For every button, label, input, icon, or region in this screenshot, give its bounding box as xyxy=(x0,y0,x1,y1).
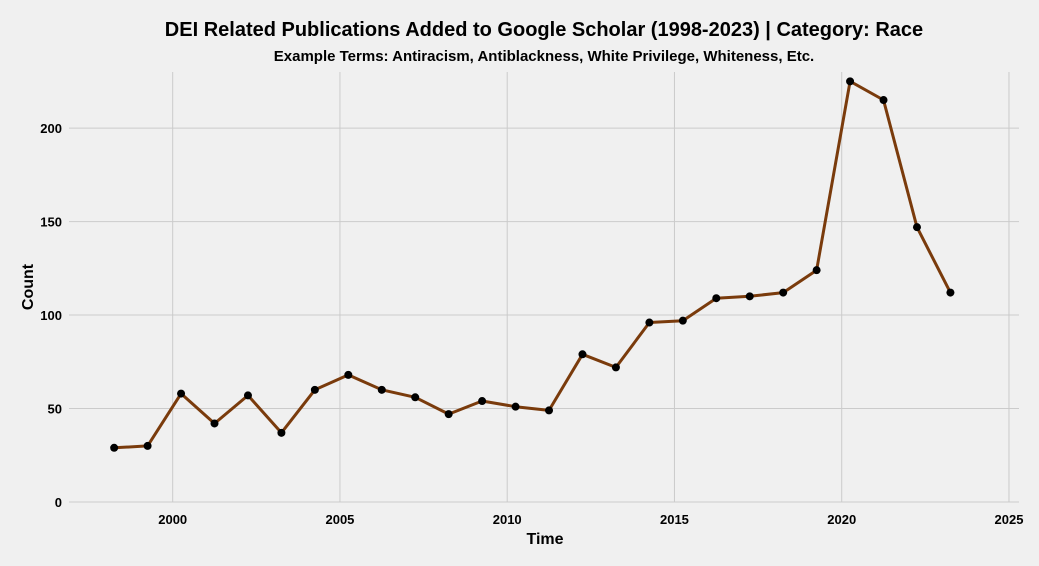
y-tick-label: 150 xyxy=(40,215,62,230)
y-axis-label: Count xyxy=(20,263,37,310)
data-point xyxy=(912,223,921,232)
series-line xyxy=(114,79,952,450)
data-point xyxy=(846,77,855,86)
x-tick-label: 2010 xyxy=(493,512,522,527)
data-point xyxy=(745,292,754,301)
data-point xyxy=(310,385,319,394)
data-point xyxy=(712,294,721,303)
x-tick-label: 2025 xyxy=(995,512,1024,527)
data-point xyxy=(879,96,888,105)
tick-labels: 0 50 100 150 200 2000 2005 2010 2015 2020 2025 xyxy=(40,121,1023,527)
data-point xyxy=(678,316,687,325)
y-tick-label: 50 xyxy=(48,402,62,417)
data-point xyxy=(110,443,119,452)
data-point xyxy=(478,397,487,406)
data-point xyxy=(511,402,520,411)
chart-subtitle: Example Terms: Antiracism, Antiblackness… xyxy=(274,48,814,65)
x-axis-label: Time xyxy=(526,531,563,548)
y-tick-label: 0 xyxy=(55,495,62,510)
data-point xyxy=(578,350,587,359)
data-point xyxy=(210,419,219,428)
y-tick-label: 100 xyxy=(40,308,62,323)
data-point xyxy=(645,318,654,327)
x-tick-label: 2015 xyxy=(660,512,689,527)
x-tick-label: 2020 xyxy=(827,512,856,527)
data-point xyxy=(243,391,252,400)
data-point xyxy=(377,385,386,394)
x-tick-label: 2000 xyxy=(158,512,187,527)
data-point xyxy=(143,441,152,450)
data-point xyxy=(812,266,821,275)
series-line-layer xyxy=(114,79,952,450)
data-point xyxy=(344,370,353,379)
data-point xyxy=(411,393,420,402)
chart-title: DEI Related Publications Added to Google… xyxy=(165,19,923,41)
data-points xyxy=(110,77,955,452)
y-tick-label: 200 xyxy=(40,121,62,136)
x-tick-label: 2005 xyxy=(325,512,354,527)
data-point xyxy=(277,428,286,437)
gridlines xyxy=(69,72,1019,503)
data-point xyxy=(946,288,955,297)
data-point xyxy=(177,389,186,398)
data-point xyxy=(444,410,453,419)
data-point xyxy=(545,406,554,415)
data-point xyxy=(611,363,620,372)
data-point xyxy=(779,288,788,297)
